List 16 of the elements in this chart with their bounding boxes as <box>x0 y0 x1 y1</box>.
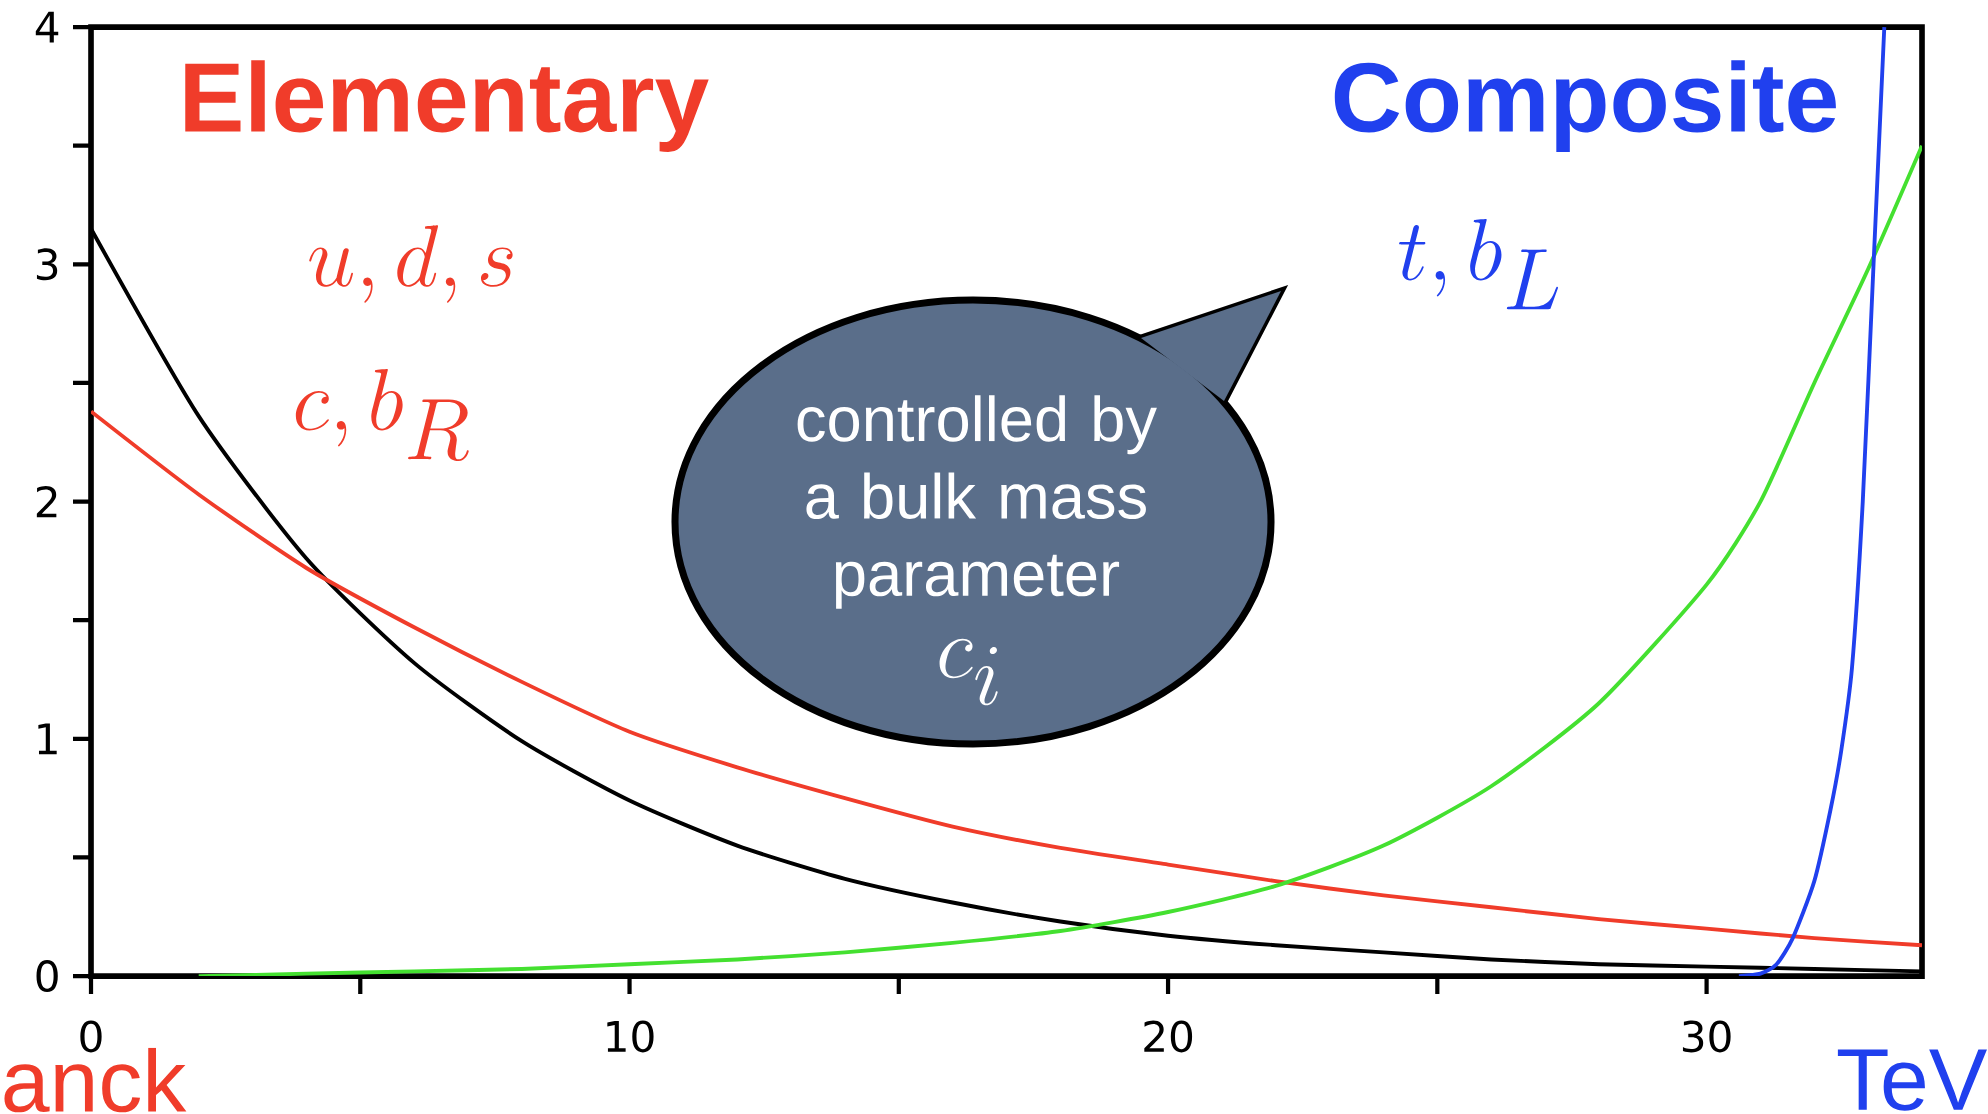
annotation: $u, d, s$ <box>309 225 513 303</box>
y-tick-label: 2 <box>36 485 57 518</box>
y-tick-label: 0 <box>36 960 58 992</box>
annotation: Elementary <box>185 60 709 152</box>
y-tick-label: 1 <box>38 723 57 755</box>
y-tick-label: 4 <box>35 11 59 43</box>
annotation: $c, b_R$ <box>295 368 469 462</box>
annotation: Composite <box>1334 60 1836 152</box>
annotation: $c_i$ <box>939 638 998 706</box>
x-tick-label: 20 <box>1144 1020 1193 1053</box>
annotation: $t, b_L$ <box>1399 218 1559 310</box>
text: TeV <box>1837 1049 1987 1111</box>
annotation: controlled by a bulk mass parameter <box>797 395 1157 609</box>
x-tick-label: 30 <box>1682 1020 1731 1053</box>
x-tick-label: 10 <box>607 1020 654 1053</box>
y-tick-label: 3 <box>36 248 58 281</box>
